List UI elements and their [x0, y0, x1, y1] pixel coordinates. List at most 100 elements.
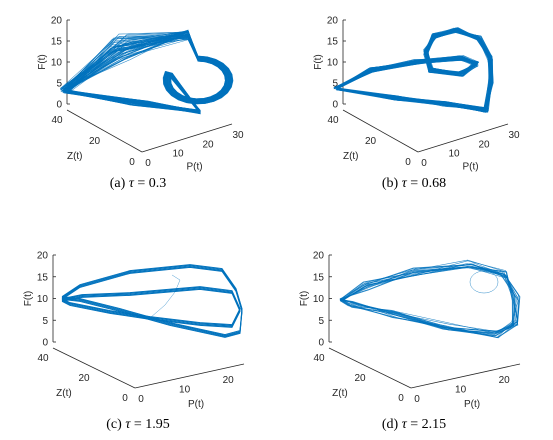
trajectory-loop-a [64, 30, 230, 111]
x-tick-label-b: 10 [448, 149, 460, 160]
z-axis-label-c: F(t) [23, 291, 34, 307]
y-axis-line-a [66, 109, 143, 153]
x-tick-label-a: 10 [172, 149, 184, 160]
x-axis-line-d [410, 363, 521, 389]
y-axis-line-c [52, 347, 136, 389]
trajectory-loop-d [339, 266, 520, 339]
trajectory-c [61, 264, 243, 338]
caption-a-prefix: (a) [109, 176, 126, 191]
caption-c-prefix: (c) [106, 417, 122, 432]
y-tick-label-c: 40 [37, 353, 49, 364]
y-tick-label-d: 0 [398, 393, 404, 404]
z-tick-label-b: 10 [327, 58, 339, 69]
y-axis-label-c: Z(t) [56, 388, 72, 399]
trajectory-loop-c [61, 288, 241, 328]
trajectory-loop-c [61, 266, 243, 338]
trajectory-loop-d [341, 267, 518, 332]
z-tick-label-c: 20 [37, 251, 49, 262]
z-tick-label-a: 20 [51, 16, 63, 27]
z-tick-label-b: 20 [327, 16, 339, 27]
axes-a: 0 5 10 15 20 F(t) 0 20 40 Z(t) 0 10 20 30 P(t) [37, 16, 244, 173]
z-tick-label-d: 5 [318, 316, 324, 327]
caption-d-value: = 2.15 [410, 417, 447, 432]
x-tick-label-a: 0 [145, 158, 151, 169]
caption-b-tau: τ [401, 176, 407, 191]
caption-b-prefix: (b) [381, 176, 399, 191]
x-tick-label-d: 0 [414, 394, 420, 405]
caption-d: (d) τ = 2.15 [276, 417, 552, 433]
trajectory-loop-b [337, 28, 492, 111]
y-axis-label-b: Z(t) [343, 151, 359, 162]
trajectory-loop-a [64, 32, 228, 113]
y-tick-label-d: 20 [354, 373, 366, 384]
x-tick-label-d: 20 [499, 375, 511, 386]
y-axis-label-d: Z(t) [332, 388, 348, 399]
z-tick-label-c: 10 [37, 294, 49, 305]
chart-svg-c: 0 5 10 15 20 F(t) 0 20 40 Z(t) 0 10 20 P(t) [23, 251, 245, 410]
z-tick-label-d: 0 [318, 338, 324, 349]
caption-a-tau: τ [128, 176, 134, 191]
trajectory-loop-b [335, 29, 492, 112]
caption-c-tau: τ [125, 417, 131, 432]
y-axis-label-a: Z(t) [67, 151, 83, 162]
x-tick-label-c: 0 [138, 394, 144, 405]
chart-panel-d: 0 5 10 15 20 F(t) 0 20 40 Z(t) 0 10 20 P(t) (d) τ = 2… [276, 220, 552, 440]
z-tick-label-b: 0 [332, 100, 338, 111]
z-tick-label-b: 15 [327, 37, 339, 48]
y-tick-label-b: 20 [365, 136, 377, 147]
x-axis-label-d: P(t) [464, 399, 480, 410]
x-tick-label-c: 10 [179, 384, 191, 395]
trajectory-loop-b [337, 31, 493, 112]
chart-svg-d: 0 5 10 15 20 F(t) 0 20 40 Z(t) 0 10 20 P(t) [299, 251, 521, 410]
x-axis-label-a: P(t) [186, 161, 202, 172]
chart-panel-b: 0 5 10 15 20 F(t) 0 20 40 Z(t) 0 10 20 30 P(t) (b) τ =… [276, 0, 552, 220]
trajectory-loop-d [340, 266, 519, 339]
trajectory-loop-a [66, 33, 231, 113]
chart-svg-b: 0 5 10 15 20 F(t) 0 20 40 Z(t) 0 10 20 30 P(t) [313, 16, 520, 173]
z-tick-label-a: 15 [51, 37, 63, 48]
trajectory-loop-a [65, 31, 229, 112]
axes-d: 0 5 10 15 20 F(t) 0 20 40 Z(t) 0 10 20 P(t) [299, 251, 521, 410]
trajectory-d [339, 259, 521, 339]
x-tick-label-c: 20 [223, 375, 235, 386]
chart-panel-c: 0 5 10 15 20 F(t) 0 20 40 Z(t) 0 10 20 P(t) (c) τ = 1… [0, 220, 276, 440]
x-axis-line-a [141, 123, 233, 153]
caption-b-value: = 0.68 [410, 176, 447, 191]
y-tick-label-a: 40 [51, 115, 63, 126]
trajectory-loop-d [339, 263, 518, 333]
z-axis-label-a: F(t) [37, 54, 48, 70]
caption-d-prefix: (d) [381, 417, 399, 432]
z-tick-label-d: 20 [313, 251, 325, 262]
z-tick-label-d: 15 [313, 272, 325, 283]
z-axis-label-d: F(t) [299, 291, 310, 307]
trajectory-loop-d [340, 264, 515, 335]
caption-c: (c) τ = 1.95 [0, 417, 276, 433]
y-tick-label-b: 0 [405, 157, 411, 168]
trajectory-loop-d [340, 264, 516, 338]
trajectory-loop-b [335, 30, 491, 109]
trajectory-loop-a [60, 34, 227, 112]
trajectory-loop-d [340, 260, 519, 333]
y-tick-label-c: 20 [78, 373, 90, 384]
z-tick-label-b: 5 [332, 79, 338, 90]
z-tick-label-c: 15 [37, 272, 49, 283]
z-tick-label-a: 5 [56, 79, 62, 90]
x-tick-label-a: 30 [232, 130, 244, 141]
x-axis-line-b [417, 123, 509, 153]
caption-d-tau: τ [401, 417, 407, 432]
chart-svg-a: 0 5 10 15 20 F(t) 0 20 40 Z(t) 0 10 20 30 P(t) [37, 16, 244, 173]
z-tick-label-d: 10 [313, 294, 325, 305]
trajectory-loop-a [64, 35, 232, 112]
trajectory-loop-a [65, 34, 227, 113]
y-tick-label-a: 20 [89, 136, 101, 147]
x-tick-label-b: 20 [478, 139, 490, 150]
x-axis-label-c: P(t) [188, 399, 204, 410]
trajectory-loop-a [67, 36, 230, 111]
caption-c-value: = 1.95 [133, 417, 170, 432]
y-axis-line-d [328, 347, 412, 389]
trajectory-transient-c [149, 274, 181, 319]
x-axis-label-b: P(t) [462, 161, 478, 172]
x-tick-label-a: 20 [202, 139, 214, 150]
trajectory-loop-d [339, 265, 514, 337]
z-axis-label-b: F(t) [313, 54, 324, 70]
